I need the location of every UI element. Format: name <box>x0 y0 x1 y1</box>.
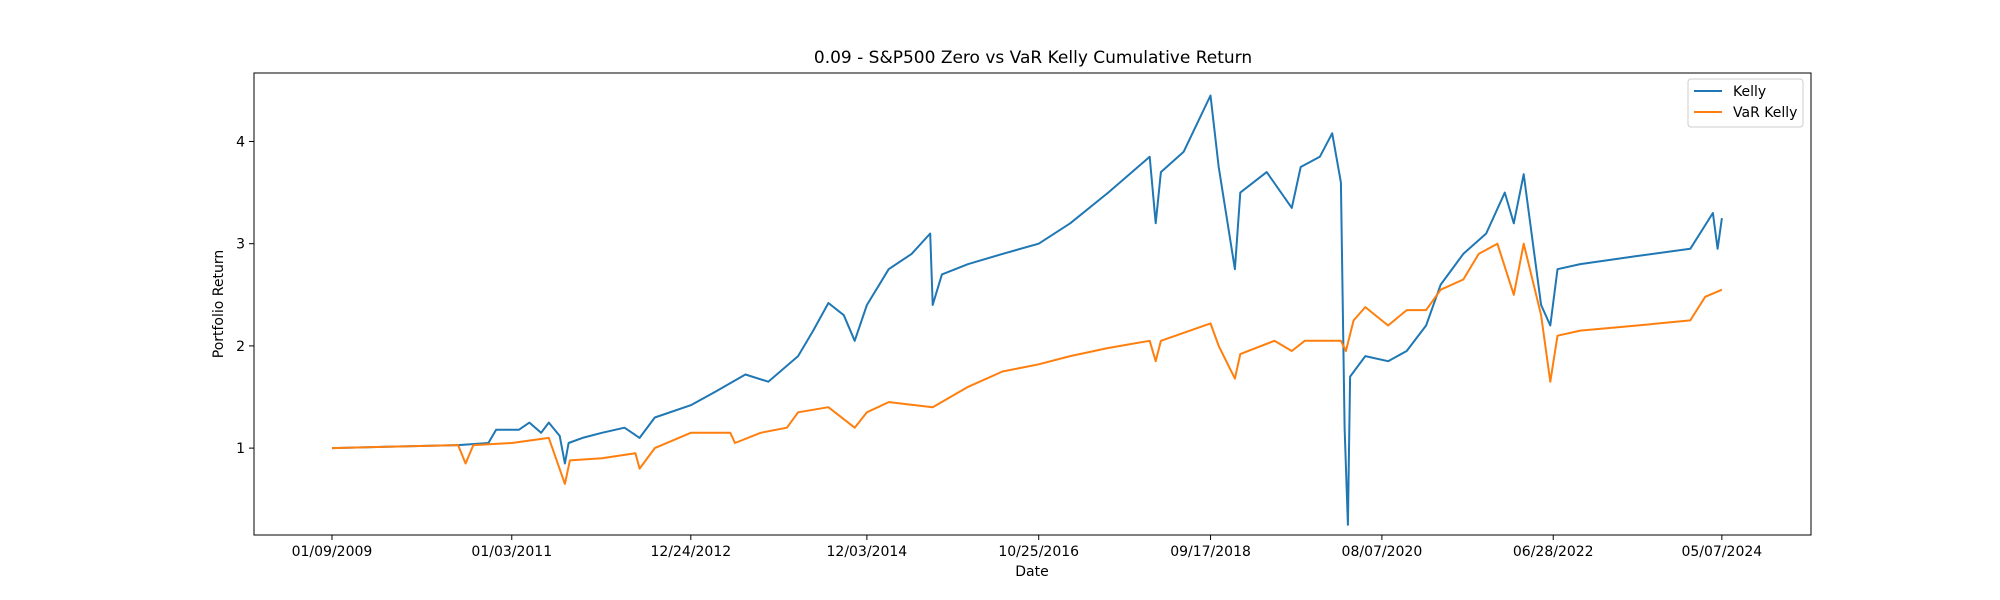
x-tick-label: 10/25/2016 <box>998 544 1079 560</box>
plot-area <box>253 72 1812 536</box>
y-tick-label: 1 <box>236 441 245 457</box>
y-tick-label: 4 <box>236 134 245 150</box>
x-tick-label: 12/24/2012 <box>650 544 731 560</box>
series-line-var-kelly <box>331 242 1723 485</box>
y-tick-label: 2 <box>236 339 245 355</box>
x-tick-label: 06/28/2022 <box>1513 544 1594 560</box>
y-tick-label: 3 <box>236 237 245 253</box>
legend-label-kelly: Kelly <box>1733 84 1766 100</box>
x-tick-label: 09/17/2018 <box>1170 544 1251 560</box>
x-tick-label: 01/03/2011 <box>471 544 552 560</box>
x-axis-label: Date <box>1015 564 1048 580</box>
y-axis: 1 2 3 4 <box>236 134 254 457</box>
y-axis-label: Portfolio Return <box>211 250 227 359</box>
chart-title: 0.09 - S&P500 Zero vs VaR Kelly Cumulati… <box>814 48 1252 68</box>
legend: Kelly VaR Kelly <box>1687 78 1804 128</box>
x-tick-label: 08/07/2020 <box>1342 544 1423 560</box>
legend-label-var-kelly: VaR Kelly <box>1733 105 1797 121</box>
x-axis: 01/09/2009 01/03/2011 12/24/2012 12/03/2014… <box>292 535 1762 560</box>
series-lines <box>331 94 1723 526</box>
series-line-kelly <box>331 94 1723 526</box>
x-tick-label: 12/03/2014 <box>827 544 908 560</box>
x-tick-label: 05/07/2024 <box>1681 544 1762 560</box>
x-tick-label: 01/09/2009 <box>292 544 373 560</box>
